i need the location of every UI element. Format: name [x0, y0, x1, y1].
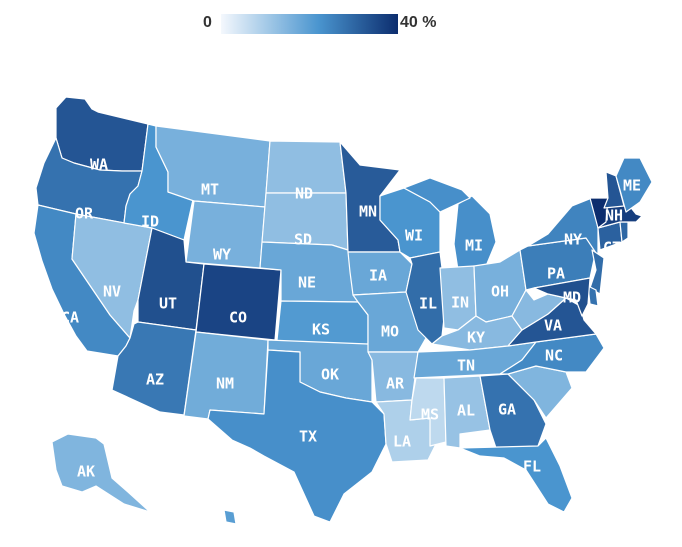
state-me[interactable]: [615, 157, 653, 213]
state-label-co: CO: [229, 309, 247, 327]
state-label-mi: MI: [465, 237, 483, 255]
state-label-wi: WI: [405, 227, 423, 245]
state-label-wa: WA: [90, 156, 108, 174]
state-label-al: AL: [457, 402, 475, 420]
state-label-fl: FL: [523, 458, 541, 476]
state-mi[interactable]: [453, 195, 497, 271]
state-tx[interactable]: [207, 349, 387, 523]
state-ak[interactable]: [51, 433, 151, 513]
state-label-mo: MO: [381, 323, 399, 341]
state-label-ms: MS: [421, 406, 439, 424]
state-label-me: ME: [623, 177, 641, 195]
state-label-mn: MN: [359, 203, 377, 221]
state-label-ct: CT: [603, 239, 621, 257]
state-label-nm: NM: [216, 375, 234, 393]
state-de[interactable]: [587, 285, 599, 307]
state-label-mt: MT: [201, 181, 219, 199]
state-label-ia: IA: [369, 267, 387, 285]
state-label-pa: PA: [547, 265, 565, 283]
state-label-sd: SD: [294, 231, 312, 249]
state-label-id: ID: [141, 213, 159, 231]
state-label-nd: ND: [295, 185, 313, 203]
state-co[interactable]: [195, 263, 282, 341]
state-label-ar: AR: [386, 375, 405, 393]
state-vt[interactable]: [589, 197, 609, 229]
legend-color-ramp: [221, 14, 398, 34]
state-label-tx: TX: [299, 428, 317, 446]
state-hi[interactable]: [223, 509, 237, 525]
us-choropleth-map: WA OR CA NV ID MT WY UT CO AZ NM ND SD N…: [33, 96, 653, 525]
state-label-ny: NY: [564, 231, 582, 249]
legend-max-label: 40 %: [400, 14, 437, 31]
state-mi-upper[interactable]: [403, 177, 471, 213]
state-label-nv: NV: [103, 283, 121, 301]
state-label-ky: KY: [467, 329, 485, 347]
state-nc[interactable]: [499, 333, 605, 375]
state-label-ca: CA: [61, 309, 79, 327]
state-fl[interactable]: [459, 437, 573, 513]
state-label-ut: UT: [159, 295, 177, 313]
state-label-wy: WY: [213, 246, 231, 264]
state-labels: WA OR CA NV ID MT WY UT CO AZ NM ND SD N…: [61, 156, 641, 481]
state-label-la: LA: [393, 433, 411, 451]
state-label-or: OR: [75, 205, 94, 223]
legend: 0 40 %: [0, 0, 682, 40]
state-label-va: VA: [544, 317, 562, 335]
state-label-in: IN: [451, 294, 469, 312]
state-label-ga: GA: [498, 401, 516, 419]
state-label-nc: NC: [545, 347, 563, 365]
state-ri[interactable]: [619, 221, 629, 243]
state-label-ok: OK: [321, 366, 339, 384]
state-label-oh: OH: [491, 283, 509, 301]
state-label-ak: AK: [77, 463, 95, 481]
state-label-il: IL: [419, 295, 437, 313]
legend-min-label: 0: [203, 14, 212, 31]
state-label-ks: KS: [312, 321, 330, 339]
state-label-az: AZ: [146, 371, 164, 389]
state-label-nh: NH: [605, 207, 623, 225]
state-label-tn: TN: [457, 357, 475, 375]
state-label-ne: NE: [298, 274, 316, 292]
state-md[interactable]: [533, 277, 591, 317]
state-label-md: MD: [563, 289, 581, 307]
state-nh[interactable]: [603, 171, 625, 209]
